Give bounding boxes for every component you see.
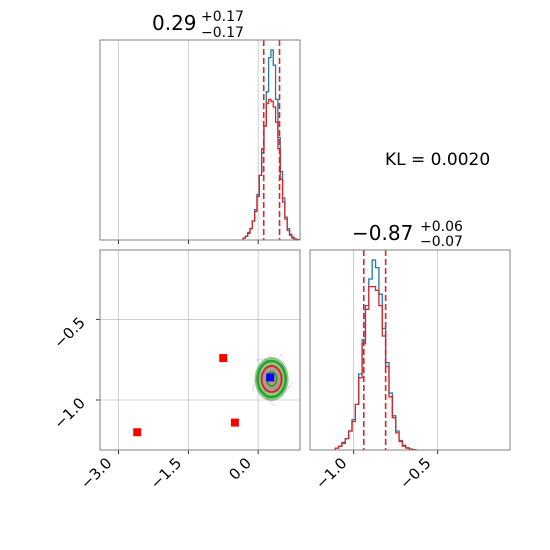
sample-point bbox=[288, 386, 290, 388]
title-value-2: −0.87 bbox=[352, 221, 413, 245]
sample-point bbox=[281, 357, 283, 359]
sample-point bbox=[270, 401, 272, 403]
title-value-1: 0.29 bbox=[152, 11, 197, 35]
x-tick-label: −0.5 bbox=[396, 454, 434, 492]
sample-point bbox=[287, 387, 290, 389]
bl-axes-frame bbox=[99, 249, 301, 451]
sample-point bbox=[259, 358, 261, 361]
x-tick-label: −1.0 bbox=[312, 454, 350, 492]
title-plus-1: +0.17 bbox=[201, 9, 244, 25]
truth-marker bbox=[266, 373, 275, 382]
hist-series-2 bbox=[242, 98, 300, 241]
br-axes-frame bbox=[309, 249, 511, 451]
scatter-param-1-vs-2: −3.0 −1.5 0.0 −0.5 −1.0 bbox=[50, 249, 301, 493]
sample-point bbox=[273, 404, 276, 406]
red-marker-2 bbox=[230, 418, 239, 427]
title-param-2: −0.87 +0.06 −0.07 bbox=[352, 219, 463, 250]
sample-point bbox=[283, 361, 285, 363]
sample-point bbox=[291, 382, 293, 385]
sample-point bbox=[274, 404, 276, 406]
sample-point bbox=[258, 359, 260, 361]
title-minus-1: −0.17 bbox=[201, 25, 244, 41]
sample-point bbox=[289, 385, 291, 388]
x-tick-label: 0.0 bbox=[225, 454, 255, 484]
hist-series-2 bbox=[334, 285, 417, 451]
red-marker-3 bbox=[133, 428, 142, 437]
contour-level-1 bbox=[256, 359, 287, 399]
title-param-1: 0.29 +0.17 −0.17 bbox=[152, 9, 244, 41]
y-tick-label: −1.0 bbox=[50, 394, 88, 432]
sample-point bbox=[253, 383, 255, 385]
sample-point bbox=[252, 390, 254, 392]
sample-point bbox=[261, 358, 263, 361]
sample-point bbox=[269, 401, 271, 403]
title-plus-2: +0.06 bbox=[420, 219, 463, 235]
histogram-param-2: −1.0 −0.5 bbox=[309, 249, 511, 493]
sample-point bbox=[252, 386, 254, 389]
sample-point bbox=[291, 381, 294, 384]
sample-point bbox=[279, 354, 282, 356]
sample-point bbox=[282, 358, 284, 360]
histogram-param-1 bbox=[99, 39, 301, 244]
sample-point bbox=[270, 403, 273, 405]
title-minus-2: −0.07 bbox=[420, 234, 463, 250]
sample-point bbox=[256, 358, 259, 361]
sample-point bbox=[252, 385, 254, 388]
tl-axes-frame bbox=[99, 39, 301, 241]
sample-point bbox=[287, 388, 289, 390]
hist-series-1 bbox=[242, 49, 300, 241]
sample-point bbox=[282, 360, 285, 363]
red-marker-1 bbox=[219, 354, 228, 363]
sample-point bbox=[251, 389, 254, 391]
x-tick-label: −3.0 bbox=[77, 454, 115, 492]
sample-point bbox=[261, 358, 264, 360]
kl-annotation: KL = 0.0020 bbox=[385, 150, 490, 170]
sample-point bbox=[252, 387, 255, 390]
sample-point bbox=[253, 384, 255, 386]
x-tick-label: −1.5 bbox=[147, 454, 185, 492]
sample-point bbox=[280, 354, 282, 357]
contour-level-2 bbox=[260, 365, 283, 394]
y-tick-label: −0.5 bbox=[50, 313, 88, 351]
sample-point bbox=[271, 403, 274, 405]
sample-point bbox=[256, 359, 258, 362]
sample-point bbox=[289, 384, 292, 387]
